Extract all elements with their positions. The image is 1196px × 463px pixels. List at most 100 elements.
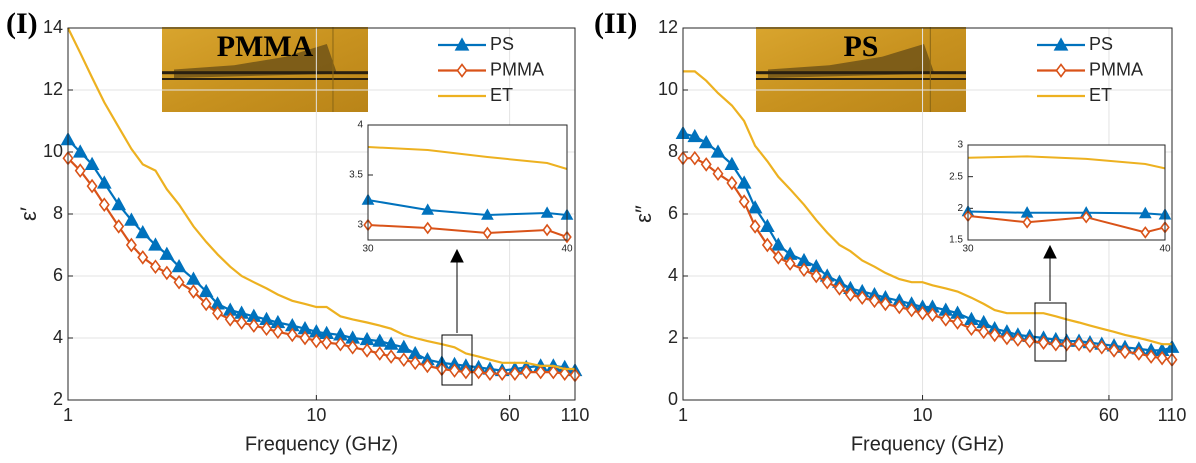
data-point [1050, 336, 1062, 352]
data-point [1156, 350, 1168, 366]
data-point [868, 293, 880, 309]
arrow-head [1043, 244, 1057, 259]
data-point [700, 157, 712, 172]
data-point [248, 318, 260, 333]
data-point [770, 237, 786, 251]
y-tick-label: 2 [668, 327, 678, 347]
data-point [361, 343, 373, 358]
data-point [1073, 336, 1085, 352]
y-tick-label: 12 [658, 17, 678, 37]
data-point [879, 296, 891, 312]
legend-marker [454, 37, 470, 51]
data-point [385, 349, 397, 364]
x-tick-label: 60 [500, 405, 520, 425]
photo-strip [756, 71, 966, 75]
data-point [1061, 336, 1073, 352]
data-point [738, 194, 750, 209]
legend-label: PMMA [490, 59, 544, 79]
data-point [1119, 344, 1131, 360]
data-point [726, 175, 738, 191]
axes-box [67, 27, 576, 401]
x-tick-label: 10 [913, 405, 933, 425]
data-point [321, 335, 333, 350]
data-point [1140, 226, 1151, 239]
data-point [372, 333, 388, 347]
data-point [844, 287, 856, 302]
data-point [784, 256, 796, 271]
x-tick-label: 30 [362, 244, 374, 255]
data-point [159, 246, 175, 260]
data-point [1022, 215, 1032, 229]
data-point [310, 333, 322, 349]
data-point [137, 250, 149, 265]
legend-label: ET [1089, 85, 1112, 105]
data-point [1024, 333, 1036, 349]
y-tick-label: 14 [43, 17, 63, 37]
data-point [98, 197, 110, 213]
data-point [1084, 338, 1096, 354]
data-point [687, 128, 703, 143]
data-point [1001, 330, 1013, 346]
data-point [409, 355, 421, 371]
x-tick-label: 110 [561, 405, 590, 425]
y-tick-label: 8 [668, 141, 678, 161]
data-point [187, 284, 199, 299]
zoom-indicators [441, 244, 1067, 386]
data-point [396, 339, 412, 353]
photo-sample [768, 44, 935, 78]
data-point [383, 336, 399, 350]
data-point [460, 364, 472, 380]
data-point [347, 339, 359, 355]
inset-photo: PS [756, 27, 966, 112]
data-point [186, 271, 201, 285]
data-point [917, 305, 929, 321]
data-point [761, 237, 773, 253]
x-tick-label: 40 [561, 244, 573, 255]
data-point [161, 265, 173, 281]
series-line [683, 70, 1172, 346]
data-point [1012, 332, 1024, 347]
photo-strip [162, 78, 368, 80]
data-point [173, 274, 185, 290]
data-point [698, 135, 714, 149]
series-line [967, 155, 1166, 170]
data-point [559, 366, 571, 381]
x-tick-label: 1 [63, 405, 73, 425]
inset-photo: PMMA [162, 27, 368, 112]
data-point [856, 290, 868, 306]
data-point [96, 175, 112, 189]
data-point [542, 223, 552, 237]
inset-background [368, 125, 567, 240]
data-point [940, 312, 952, 327]
legend-marker [456, 63, 468, 78]
y-tick-label: 2.5 [949, 171, 963, 182]
data-point [1081, 210, 1091, 224]
data-point [374, 346, 386, 361]
axes-box [367, 124, 568, 241]
series-line [367, 146, 568, 170]
photo-strip [756, 78, 966, 80]
data-point [1096, 339, 1108, 355]
data-point [1145, 349, 1157, 364]
data-point [965, 321, 977, 337]
y-tick-label: 4 [53, 327, 63, 347]
y-axis-label: ε′ [16, 207, 41, 221]
data-point [334, 336, 346, 352]
data-point [171, 259, 187, 273]
data-point [482, 226, 493, 240]
data-point [272, 324, 284, 340]
x-tick-label: 40 [1159, 244, 1171, 255]
data-point [198, 283, 214, 298]
data-point [724, 156, 740, 170]
x-axis-label: Frequency (GHz) [851, 433, 1004, 455]
data-point [398, 352, 410, 368]
data-point [547, 364, 559, 380]
data-point [535, 364, 547, 380]
inset-background [968, 145, 1165, 240]
x-axis-label: Frequency (GHz) [245, 433, 398, 455]
panel-label: (II) [594, 7, 637, 40]
data-point [520, 364, 532, 380]
data-point [149, 259, 161, 275]
data-point [421, 203, 435, 215]
y-tick-label: 12 [43, 79, 63, 99]
